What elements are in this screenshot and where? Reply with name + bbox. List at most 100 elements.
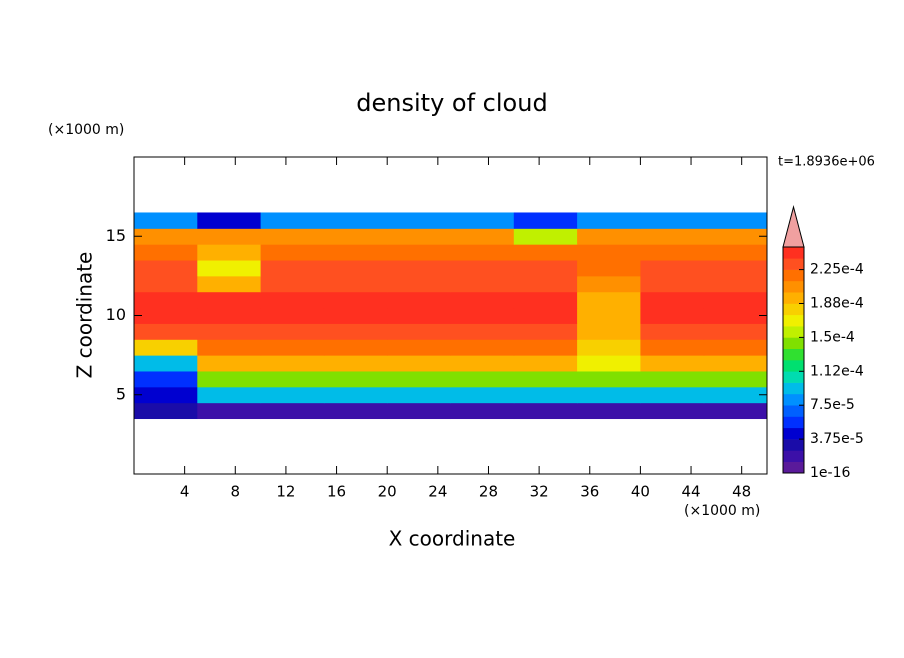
cell: [387, 402, 451, 420]
x-tick-label: 16: [327, 483, 346, 501]
x-tick-label: 20: [378, 483, 397, 501]
colorbar-band: [783, 416, 804, 429]
cell: [260, 291, 325, 309]
x-unit: (×1000 m): [684, 503, 760, 519]
cell: [513, 355, 578, 372]
x-tick-label: 8: [231, 483, 241, 501]
cell: [450, 260, 515, 277]
cell: [387, 370, 451, 388]
cell: [260, 228, 325, 245]
cell: [197, 370, 262, 388]
cell: [640, 212, 705, 229]
cell: [197, 260, 262, 277]
y-tick-label: 15: [106, 226, 126, 245]
cell: [450, 402, 515, 420]
cell: [260, 386, 325, 404]
cell: [450, 323, 515, 340]
cell: [703, 386, 768, 404]
cell: [197, 291, 262, 309]
cell: [513, 244, 578, 261]
colorbar-band: [783, 461, 804, 474]
colorbar-tick-label: 7.5e-5: [810, 397, 855, 413]
cell: [323, 339, 388, 356]
cell: [450, 386, 515, 404]
cell: [197, 275, 262, 293]
cell: [197, 244, 262, 261]
cell: [387, 244, 451, 261]
cell: [703, 275, 768, 293]
colorbar-band: [783, 348, 804, 361]
cell: [640, 323, 705, 340]
x-tick-label: 48: [732, 483, 751, 501]
cell: [134, 244, 198, 261]
cell: [640, 339, 705, 356]
cell: [260, 370, 325, 388]
cell: [197, 339, 262, 356]
cell: [197, 228, 262, 245]
cell: [387, 307, 451, 324]
x-tick-label: 36: [580, 483, 599, 501]
cell: [387, 260, 451, 277]
colorbar-band: [783, 405, 804, 417]
cell: [134, 370, 198, 388]
cell: [703, 291, 768, 309]
x-tick-label: 40: [631, 483, 650, 501]
cell: [260, 275, 325, 293]
cell: [134, 355, 198, 372]
x-tick-label: 24: [428, 483, 447, 501]
colorbar-tick-label: 2.25e-4: [810, 262, 864, 278]
cell: [450, 339, 515, 356]
colorbar-tick-label: 1.5e-4: [810, 329, 855, 345]
colorbar-tick-label: 1.88e-4: [810, 296, 864, 312]
cell: [197, 323, 262, 340]
cell: [134, 339, 198, 356]
colorbar-band: [783, 427, 804, 440]
colorbar-band: [783, 280, 804, 293]
cell: [323, 386, 388, 404]
cell: [513, 307, 578, 324]
cell: [577, 386, 641, 404]
colorbar-band: [783, 269, 804, 282]
cell: [323, 402, 388, 420]
cell: [260, 244, 325, 261]
cell: [134, 402, 198, 420]
y-axis-title: Z coordinate: [73, 252, 97, 379]
cell: [323, 323, 388, 340]
cell: [703, 355, 768, 372]
cell: [323, 228, 388, 245]
cell: [703, 323, 768, 340]
cell: [577, 323, 641, 340]
colorbar-band: [783, 393, 804, 406]
cell: [323, 307, 388, 324]
cell: [640, 244, 705, 261]
colorbar-extension: [782, 205, 805, 248]
colorbar-tick-label: 1.12e-4: [810, 363, 864, 379]
cell: [134, 228, 198, 245]
x-tick-label: 4: [180, 483, 190, 501]
cell: [703, 244, 768, 261]
cell: [197, 386, 262, 404]
cell: [450, 212, 515, 229]
cell: [513, 386, 578, 404]
colorbar-band: [783, 314, 804, 327]
cell: [387, 275, 451, 293]
colorbar-band: [783, 360, 804, 372]
cell: [577, 355, 641, 372]
cell: [134, 275, 198, 293]
cell: [387, 323, 451, 340]
cell: [577, 228, 641, 245]
cell: [387, 339, 451, 356]
y-unit: (×1000 m): [48, 122, 124, 138]
cell: [323, 355, 388, 372]
cell: [703, 212, 768, 229]
cell: [387, 291, 451, 309]
x-tick-label: 12: [276, 483, 295, 501]
cell: [640, 386, 705, 404]
cell: [703, 370, 768, 388]
cell: [260, 260, 325, 277]
cell: [450, 355, 515, 372]
cell: [513, 339, 578, 356]
cell: [323, 370, 388, 388]
cell: [260, 339, 325, 356]
